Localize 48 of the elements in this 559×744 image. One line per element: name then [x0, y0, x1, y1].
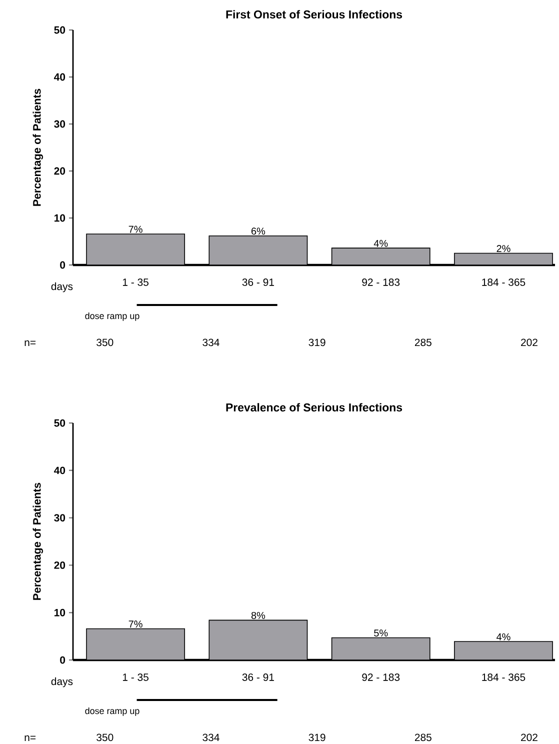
- text: 319: [308, 734, 326, 742]
- text: dose ramp up: [85, 312, 140, 321]
- chart-title: First Onset of Serious Infections: [226, 10, 402, 19]
- y-axis-title: Percentage of Patients: [32, 482, 44, 600]
- x-tick-label: 184 - 365: [482, 278, 526, 286]
- data-label: 8%: [251, 612, 266, 619]
- x-tick-label: 36 - 91: [242, 674, 274, 681]
- x-tick-label: 92 - 183: [362, 674, 400, 681]
- data-label: 7%: [128, 226, 142, 233]
- text: 350: [96, 338, 114, 346]
- y-tick-label: 10: [54, 214, 66, 222]
- text: n=: [24, 340, 36, 346]
- y-tick-label: 20: [54, 167, 66, 175]
- data-label: 2%: [496, 245, 510, 252]
- y-tick-label: 50: [54, 419, 66, 427]
- y-tick-label: 30: [54, 514, 66, 522]
- data-label: 4%: [496, 633, 510, 640]
- y-tick-label: 40: [54, 73, 66, 81]
- y-tick-label: 20: [54, 562, 66, 569]
- chart-title: Prevalence of Serious Infections: [226, 403, 402, 412]
- text: 202: [521, 734, 538, 742]
- y-tick-label: 50: [54, 26, 66, 34]
- text: 334: [202, 734, 220, 742]
- data-label: 5%: [374, 630, 388, 637]
- x-tick-label: 1 - 35: [122, 674, 148, 681]
- text: 319: [308, 338, 326, 346]
- x-tick-label: 36 - 91: [242, 278, 274, 286]
- y-tick-label: 0: [60, 261, 66, 269]
- text: 350: [96, 734, 114, 742]
- text: 202: [521, 338, 538, 346]
- text: 285: [414, 734, 432, 742]
- text: dose ramp up: [85, 708, 140, 716]
- y-tick-label: 30: [54, 120, 66, 128]
- x-tick-label: 1 - 35: [122, 278, 148, 286]
- data-label: 6%: [252, 228, 266, 235]
- y-tick-label: 40: [54, 466, 66, 474]
- data-label: 4%: [374, 240, 388, 247]
- y-tick-label: 0: [60, 656, 66, 664]
- x-tick-label: 184 - 365: [482, 674, 526, 681]
- data-label: 7%: [128, 620, 142, 628]
- text: days: [51, 677, 73, 688]
- text: days: [51, 282, 73, 292]
- text: 334: [202, 338, 220, 346]
- text: n=: [24, 735, 36, 742]
- x-tick-label: 92 - 183: [362, 278, 400, 286]
- text: 285: [414, 338, 432, 346]
- y-tick-label: 10: [54, 608, 66, 616]
- y-axis-title: Percentage of Patients: [32, 88, 44, 206]
